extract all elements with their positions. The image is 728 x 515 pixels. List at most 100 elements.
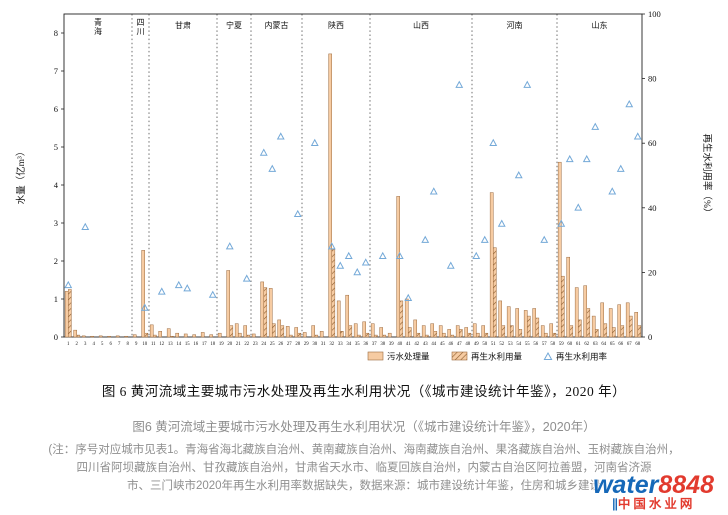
x-axis-tick: 60 — [567, 342, 572, 347]
x-axis-tick: 6 — [110, 342, 113, 347]
x-axis-tick: 27 — [287, 342, 292, 347]
rate-marker-triangle — [276, 132, 285, 140]
rate-marker-triangle — [540, 235, 549, 243]
rate-marker-triangle — [157, 287, 166, 295]
figure-note: (注：序号对应城市见表1。青海省海北藏族自治州、黄南藏族自治州、海南藏族自治州、… — [0, 442, 728, 495]
rate-marker-triangle — [174, 280, 183, 289]
legend-label-rate: 再生水利用率 — [556, 352, 608, 362]
bar-sewage-treatment — [319, 331, 324, 338]
rate-marker-triangle — [489, 138, 498, 146]
rate-marker-triangle — [268, 164, 277, 172]
bar-sewage-treatment — [183, 333, 188, 338]
x-axis-tick: 13 — [168, 342, 173, 347]
rate-marker-triangle — [327, 242, 336, 250]
bar-sewage-treatment — [141, 250, 145, 338]
x-axis-tick: 37 — [372, 342, 377, 347]
bar-reclaimed-water-use — [612, 327, 616, 338]
legend-label-reclaimed: 再生水利用量 — [471, 352, 523, 362]
x-axis-tick: 68 — [635, 342, 640, 347]
bar-sewage-treatment — [277, 319, 281, 338]
province-label: 青海 — [94, 17, 102, 36]
x-axis-tick: 2 — [76, 342, 79, 347]
x-axis-tick: 65 — [610, 342, 615, 347]
x-axis-tick: 20 — [227, 342, 232, 347]
rate-marker-triangle — [616, 164, 625, 172]
bar-sewage-treatment — [489, 192, 494, 338]
bar-sewage-treatment — [455, 325, 460, 338]
bar-sewage-treatment — [387, 332, 392, 338]
bar-sewage-treatment — [608, 308, 613, 338]
x-axis-tick: 9 — [135, 342, 138, 347]
bar-reclaimed-water-use — [433, 331, 438, 338]
bar-reclaimed-water-use — [357, 334, 361, 338]
x-axis-tick: 44 — [431, 342, 436, 347]
bar-reclaimed-water-use — [68, 289, 72, 338]
left-axis-tick: 6 — [54, 104, 58, 114]
bar-reclaimed-water-use — [535, 317, 540, 338]
rate-marker-triangle — [140, 303, 149, 311]
bar-reclaimed-water-use — [399, 300, 404, 338]
rate-marker-triangle — [336, 261, 345, 269]
province-label: 内蒙古 — [265, 20, 289, 30]
bar-reclaimed-water-use — [365, 332, 370, 338]
x-axis-tick: 24 — [261, 342, 266, 347]
x-axis-tick: 48 — [465, 342, 470, 347]
x-axis-tick: 12 — [159, 342, 164, 347]
bar-sewage-treatment — [98, 335, 103, 338]
x-axis-tick: 29 — [304, 342, 309, 347]
bar-reclaimed-water-use — [374, 334, 378, 338]
bar-sewage-treatment — [362, 321, 366, 338]
bar-sewage-treatment — [396, 196, 400, 338]
x-axis-tick: 53 — [508, 342, 513, 347]
bar-sewage-treatment — [149, 324, 154, 338]
x-axis-tick: 8 — [127, 342, 130, 347]
rate-marker-triangle — [455, 80, 464, 88]
rate-marker-triangle — [480, 235, 489, 243]
x-axis-tick: 5 — [101, 342, 104, 347]
watermark-bars-icon: ∥ — [611, 496, 618, 511]
bar-reclaimed-water-use — [229, 325, 234, 338]
left-axis-tick: 5 — [54, 142, 58, 152]
right-axis-tick: 20 — [648, 267, 657, 277]
bar-sewage-treatment — [311, 325, 315, 338]
bar-sewage-treatment — [634, 312, 639, 338]
bar-reclaimed-water-use — [408, 327, 412, 338]
province-label: 河南 — [507, 20, 523, 30]
x-axis-tick: 36 — [363, 342, 368, 347]
bar-reclaimed-water-use — [289, 334, 293, 338]
x-axis-tick: 26 — [278, 342, 283, 347]
rate-marker-triangle — [81, 222, 90, 230]
bar-reclaimed-water-use — [603, 323, 608, 338]
bar-reclaimed-water-use — [272, 323, 276, 338]
figure-caption-main: 图 6 黄河流域主要城市污水处理及再生水利用状况（《城市建设统计年鉴》，2020… — [101, 384, 627, 399]
bar-sewage-treatment — [438, 325, 443, 338]
bar-sewage-treatment — [617, 304, 622, 338]
bar-sewage-treatment — [404, 298, 409, 338]
bar-sewage-treatment — [243, 325, 247, 338]
x-axis-tick: 4 — [93, 342, 96, 347]
x-axis-tick: 18 — [210, 342, 215, 347]
province-label: 山西 — [413, 20, 429, 30]
rate-marker-triangle — [344, 251, 353, 260]
chart-area: 0 1 2 3 4 5 6 7 8 0 20 40 60 80 100 水量（亿m³） 再生水利用率（%） 青海四… — [15, 9, 713, 362]
left-axis-tick: 2 — [54, 256, 58, 266]
rate-marker-triangle — [472, 251, 481, 260]
x-axis-tick: 54 — [516, 342, 521, 347]
bar-sewage-treatment — [132, 334, 137, 338]
bar-sewage-treatment — [421, 325, 426, 338]
rate-marker-triangle — [608, 187, 617, 195]
bar-sewage-treatment — [549, 323, 554, 338]
bar-reclaimed-water-use — [450, 334, 455, 338]
bar-reclaimed-water-use — [263, 287, 268, 338]
rate-marker-triangle — [429, 187, 438, 195]
rate-marker-triangle — [404, 293, 413, 302]
rate-marker-triangle — [378, 251, 387, 260]
bar-reclaimed-water-use — [467, 332, 472, 338]
x-axis-tick: 22 — [244, 342, 249, 347]
bar-reclaimed-water-use — [595, 329, 599, 338]
x-axis-tick: 23 — [253, 342, 258, 347]
bar-sewage-treatment — [625, 302, 630, 338]
bar-reclaimed-water-use — [637, 325, 642, 338]
left-axis-tick: 4 — [54, 180, 59, 190]
